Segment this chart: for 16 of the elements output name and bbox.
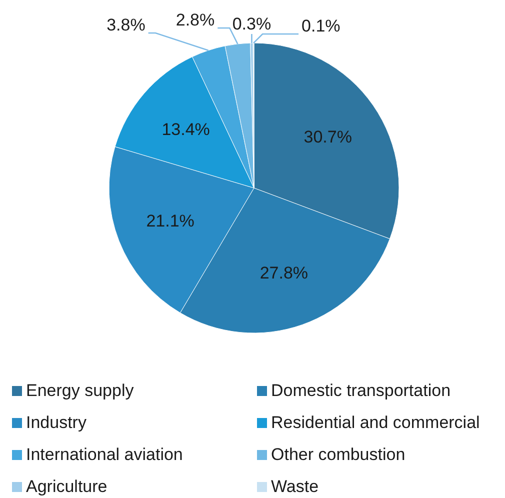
data-label: 21.1% xyxy=(146,211,194,230)
legend-label: Other combustion xyxy=(271,445,406,465)
legend-label: Agriculture xyxy=(26,477,108,497)
data-label: 0.3% xyxy=(232,14,272,34)
legend-label: Domestic transportation xyxy=(271,381,451,401)
data-label: 13.4% xyxy=(162,120,210,139)
legend-label: International aviation xyxy=(26,445,183,465)
data-label: 0.1% xyxy=(302,16,340,36)
data-label: 2.8% xyxy=(176,10,215,30)
data-label: 30.7% xyxy=(304,127,352,146)
legend-label: Waste xyxy=(271,477,319,497)
legend-label: Energy supply xyxy=(26,381,134,401)
data-label: 27.8% xyxy=(260,263,308,282)
legend-label: Industry xyxy=(26,413,86,433)
legend-label: Residential and commercial xyxy=(271,413,480,433)
data-label: 3.8% xyxy=(106,16,146,34)
